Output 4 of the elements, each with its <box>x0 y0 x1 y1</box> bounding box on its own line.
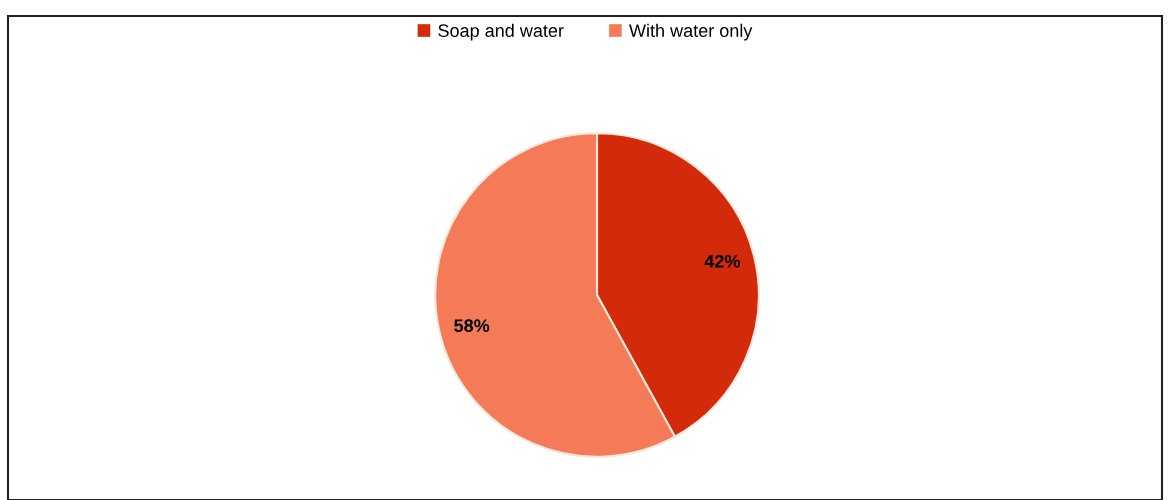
legend-label: Soap and water <box>438 23 564 41</box>
data-label: 42% <box>704 254 740 268</box>
legend-label: With water only <box>629 23 753 41</box>
data-label: 58% <box>454 319 490 333</box>
